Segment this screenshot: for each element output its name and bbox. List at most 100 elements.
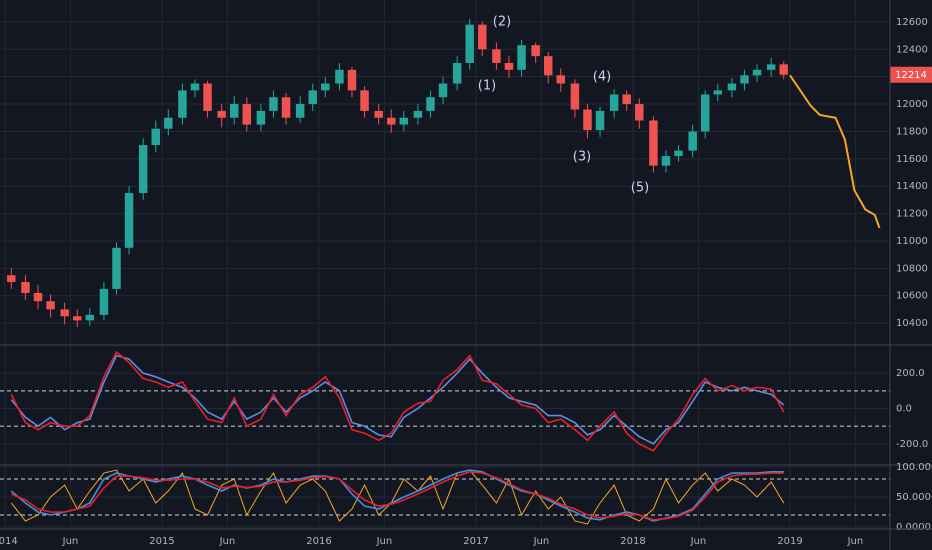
candle-body [740, 75, 749, 84]
candle-body [583, 109, 592, 131]
candle-body [622, 94, 631, 105]
candle-body [178, 90, 187, 118]
wave-label: (5) [631, 181, 649, 196]
candle-body [335, 69, 344, 84]
candle-body [779, 64, 788, 75]
candle-body [46, 301, 55, 310]
y-tick-label: -200.0 [896, 439, 928, 450]
projection-line [789, 74, 881, 229]
y-tick-label: 11000 [896, 236, 928, 247]
candle-body [256, 110, 266, 125]
indicator-line [10, 469, 784, 522]
candle-body [570, 83, 580, 110]
candle-body [321, 83, 330, 91]
candle-body [543, 56, 553, 76]
y-tick-label: 11400 [896, 181, 928, 192]
y-tick-label: 50.0000 [896, 492, 932, 503]
price-tag-label: 12214 [895, 70, 927, 81]
candle-body [7, 275, 16, 283]
candle-body [556, 75, 566, 84]
candle-body [281, 97, 291, 118]
y-tick-label: 12400 [896, 44, 928, 55]
candle-body [347, 69, 357, 91]
candle-body [492, 49, 501, 63]
candle-body [151, 128, 160, 146]
x-tick-label: 2014 [0, 536, 18, 547]
y-tick-label: 11800 [896, 126, 928, 137]
x-tick-label: 2016 [306, 536, 331, 547]
candle-body [399, 117, 409, 125]
y-tick-label: 200.0 [896, 368, 925, 379]
y-tick-label: 10400 [896, 318, 928, 329]
y-tick-label: 11600 [896, 154, 928, 165]
candle-body [661, 156, 671, 166]
indicator-line [10, 350, 785, 452]
x-tick-label: Jun [219, 536, 236, 547]
x-tick-label: Jun [533, 536, 550, 547]
candle-body [269, 97, 278, 111]
candle-body [727, 83, 737, 91]
candle-body [452, 62, 462, 84]
candle-body [688, 131, 697, 151]
price-tag [890, 66, 932, 83]
x-tick-label: 2017 [463, 536, 488, 547]
candle-body [374, 110, 383, 118]
y-tick-label: 11200 [896, 209, 928, 220]
candle-body [386, 117, 396, 125]
candle-body [609, 94, 619, 111]
candle-body [517, 45, 526, 70]
candle-body [426, 97, 435, 111]
candle-body [73, 316, 82, 321]
candle-body [635, 104, 644, 121]
candle-body [33, 292, 43, 302]
candle-body [217, 110, 226, 118]
x-tick-label: 2019 [777, 536, 802, 547]
x-tick-label: 2018 [620, 536, 645, 547]
y-tick-label: 12000 [896, 99, 928, 110]
wave-label: (3) [573, 150, 591, 165]
candle-body [99, 288, 109, 315]
candle-body [85, 314, 95, 321]
x-tick-label: 2015 [149, 536, 174, 547]
candle-body [595, 110, 605, 131]
candle-body [700, 94, 710, 132]
indicator-line [10, 471, 784, 521]
candle-body [531, 45, 540, 57]
candle-body [674, 150, 683, 157]
y-tick-label: 0.0000 [896, 522, 931, 533]
candle-body [229, 104, 239, 118]
indicator-line [10, 469, 785, 525]
candle-body [190, 83, 200, 91]
wave-label: (4) [593, 70, 611, 85]
x-tick-label: Jun [376, 536, 393, 547]
candle-body [21, 282, 30, 293]
candle-body [308, 90, 317, 105]
y-tick-label: 100.0000 [896, 462, 932, 473]
candle-body [242, 104, 252, 125]
x-tick-label: Jun [62, 536, 79, 547]
candle-body [713, 90, 723, 95]
candle-body [766, 64, 776, 70]
candle-body [164, 117, 173, 129]
x-tick-label: Jun [690, 536, 707, 547]
candle-body [112, 247, 121, 289]
candle-body [504, 62, 514, 70]
candle-body [295, 104, 305, 118]
indicator-line [10, 354, 785, 445]
candle-body [649, 120, 658, 166]
wave-label: (1) [478, 79, 496, 94]
candle-body [124, 193, 134, 248]
y-tick-label: 0.0 [896, 404, 912, 415]
wave-label: (2) [493, 15, 511, 30]
candle-body [360, 90, 369, 111]
candle-body [203, 83, 212, 111]
candle-body [465, 24, 474, 63]
candle-body [438, 83, 448, 98]
candle-body [478, 24, 487, 50]
y-tick-label: 10600 [896, 291, 928, 302]
candle-body [413, 110, 423, 118]
candle-body [60, 309, 69, 317]
candle-body [138, 145, 148, 194]
candle-body [752, 69, 762, 76]
